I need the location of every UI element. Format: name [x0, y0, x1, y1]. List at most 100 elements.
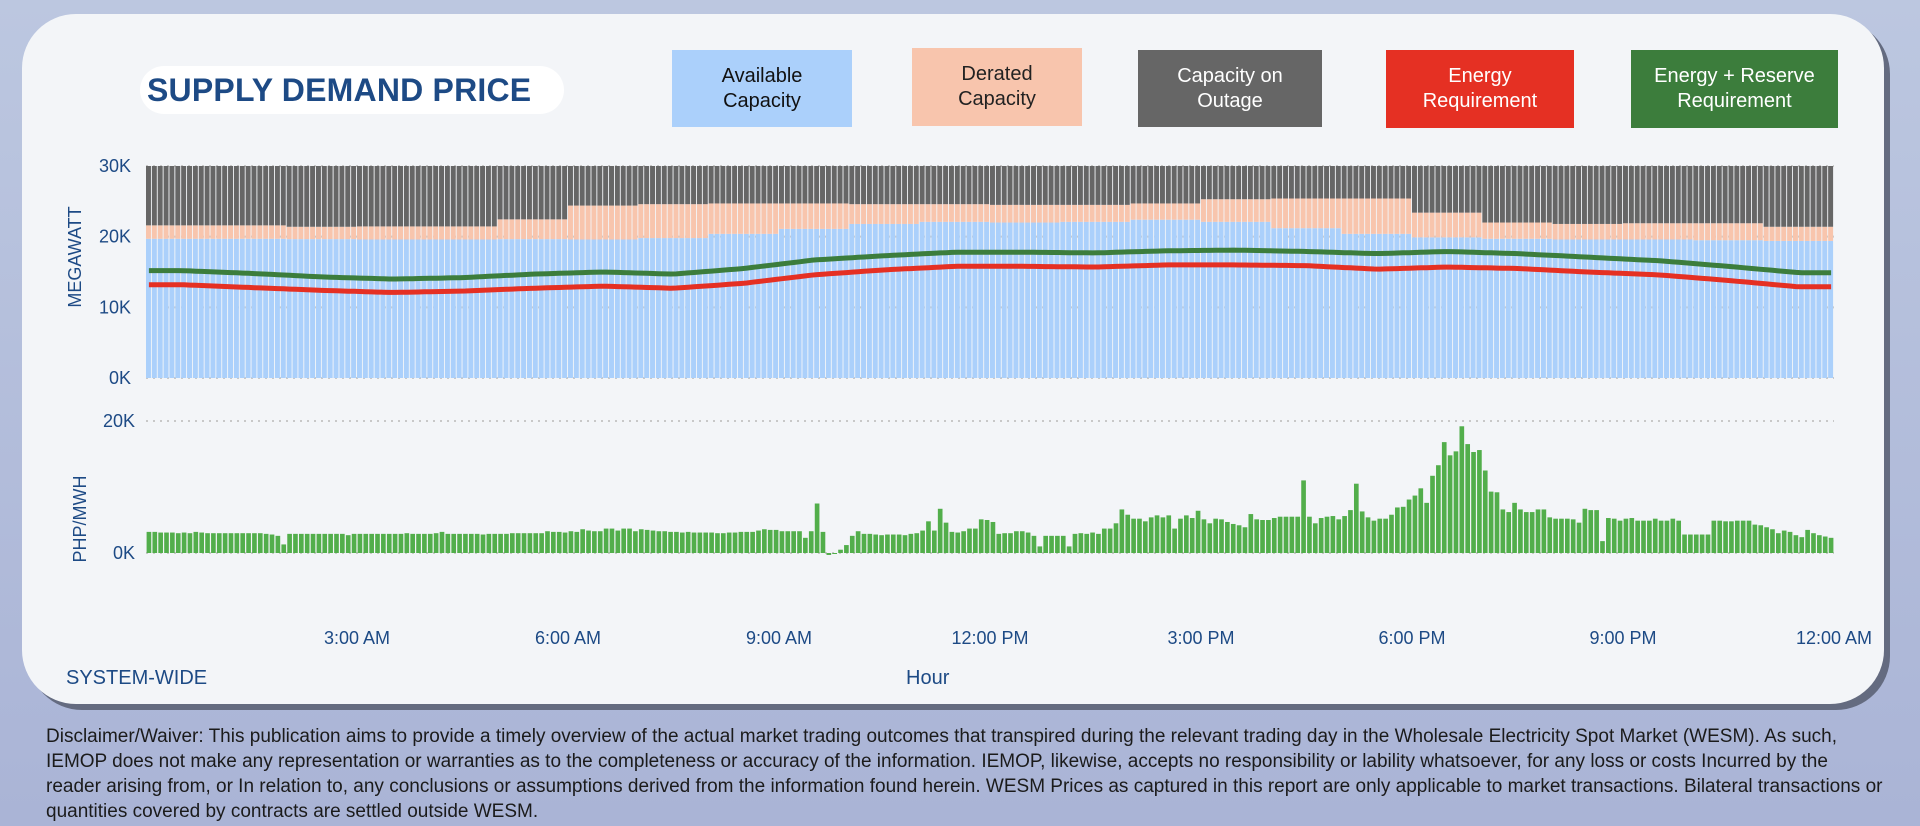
- mw-bar-available-capacity: [1136, 219, 1142, 378]
- mw-bar-capacity-on-outage: [820, 166, 825, 204]
- mw-bar-available-capacity: [1031, 222, 1036, 378]
- price-bar: [1822, 536, 1828, 553]
- mw-bar-available-capacity: [480, 239, 486, 378]
- price-bar: [1400, 506, 1406, 553]
- mw-bar-capacity-on-outage: [1816, 166, 1822, 227]
- mw-bar-derated-capacity: [1646, 223, 1652, 240]
- mw-bar-capacity-on-outage: [954, 166, 960, 205]
- mw-bar-derated-capacity: [1605, 223, 1611, 240]
- mw-bar-capacity-on-outage: [251, 166, 257, 226]
- mw-bar-available-capacity: [556, 239, 562, 378]
- mw-bar-capacity-on-outage: [849, 166, 855, 205]
- mw-bar-capacity-on-outage: [1529, 166, 1535, 223]
- mw-bar-derated-capacity: [245, 225, 251, 239]
- mw-bar-capacity-on-outage: [943, 166, 949, 205]
- mw-bar-derated-capacity: [984, 204, 990, 222]
- mw-bar-derated-capacity: [591, 205, 597, 240]
- mw-bar-capacity-on-outage: [1189, 166, 1195, 204]
- mw-bar-available-capacity: [1394, 233, 1400, 378]
- mw-bar-derated-capacity: [1277, 198, 1283, 229]
- mw-bar-capacity-on-outage: [626, 166, 632, 206]
- mw-bar-derated-capacity: [913, 204, 919, 224]
- mw-bar-capacity-on-outage: [814, 166, 820, 204]
- mw-bar-capacity-on-outage: [1646, 166, 1652, 224]
- mw-bar-available-capacity: [380, 239, 386, 378]
- mw-bar-derated-capacity: [1447, 212, 1453, 238]
- mw-bar-derated-capacity: [667, 204, 673, 239]
- price-bar: [603, 528, 609, 553]
- mw-bar-derated-capacity: [1283, 198, 1289, 229]
- price-bar: [685, 531, 691, 553]
- mw-bar-available-capacity: [1699, 240, 1705, 378]
- mw-bar-capacity-on-outage: [374, 166, 380, 227]
- price-bar: [252, 533, 257, 553]
- price-bar: [334, 533, 339, 553]
- mw-bar-capacity-on-outage: [433, 166, 439, 227]
- mw-bar-available-capacity: [1013, 222, 1019, 378]
- mw-bar-derated-capacity: [157, 225, 163, 239]
- mw-bar-available-capacity: [1077, 221, 1083, 378]
- price-bar: [1260, 520, 1265, 553]
- mw-bar-available-capacity: [228, 238, 234, 378]
- mw-bar-available-capacity: [825, 228, 831, 378]
- mw-bar-capacity-on-outage: [1154, 166, 1160, 204]
- mw-bar-available-capacity: [1540, 238, 1546, 378]
- mw-bar-capacity-on-outage: [1728, 166, 1734, 224]
- price-bar: [498, 533, 503, 553]
- mw-bar-derated-capacity: [1148, 203, 1154, 220]
- mw-bar-capacity-on-outage: [661, 166, 667, 205]
- mw-bar-available-capacity: [1300, 228, 1306, 378]
- mw-bar-available-capacity: [808, 228, 814, 378]
- mw-bar-available-capacity: [216, 238, 222, 378]
- mw-bar-derated-capacity: [1388, 198, 1394, 234]
- mw-bar-capacity-on-outage: [1482, 166, 1488, 223]
- mw-bar-derated-capacity: [603, 205, 609, 240]
- mw-bar-available-capacity: [1118, 221, 1124, 378]
- price-bar: [545, 531, 550, 553]
- mw-bar-derated-capacity: [673, 204, 679, 239]
- mw-bar-derated-capacity: [187, 225, 192, 239]
- mw-bar-derated-capacity: [1599, 223, 1605, 240]
- mw-bar-capacity-on-outage: [1001, 166, 1007, 205]
- price-bar: [1641, 520, 1646, 553]
- price-bar: [1014, 531, 1019, 553]
- mw-bar-available-capacity: [1283, 228, 1289, 378]
- mw-bar-available-capacity: [1382, 233, 1388, 378]
- mw-bar-available-capacity: [1007, 222, 1013, 378]
- mw-bar-derated-capacity: [1769, 226, 1775, 241]
- mw-bar-derated-capacity: [978, 204, 984, 222]
- mw-bar-derated-capacity: [1013, 204, 1019, 223]
- price-bar: [269, 534, 275, 553]
- mw-bar-available-capacity: [1710, 240, 1716, 378]
- mw-bar-derated-capacity: [1716, 223, 1722, 241]
- price-bar: [533, 533, 539, 553]
- mw-bar-derated-capacity: [814, 203, 820, 229]
- mw-bar-available-capacity: [1476, 237, 1482, 378]
- mw-bar-capacity-on-outage: [1253, 166, 1259, 200]
- mw-bar-available-capacity: [837, 228, 843, 378]
- mw-bar-derated-capacity: [357, 226, 362, 240]
- mw-bar-derated-capacity: [1535, 222, 1541, 239]
- mw-bar-capacity-on-outage: [1470, 166, 1476, 213]
- mw-bar-capacity-on-outage: [1159, 166, 1165, 204]
- mw-bar-available-capacity: [374, 239, 380, 378]
- mw-bar-capacity-on-outage: [562, 166, 568, 220]
- mw-bar-available-capacity: [1148, 219, 1154, 378]
- price-bar: [931, 530, 937, 553]
- price-bar: [855, 531, 861, 553]
- mw-bar-derated-capacity: [1183, 203, 1189, 220]
- mw-bar-derated-capacity: [1482, 222, 1488, 239]
- mw-bar-capacity-on-outage: [591, 166, 597, 206]
- mw-bar-derated-capacity: [1652, 223, 1658, 240]
- mw-bar-capacity-on-outage: [269, 166, 275, 226]
- region-label: SYSTEM-WIDE: [66, 667, 208, 689]
- mw-bar-available-capacity: [1417, 237, 1423, 378]
- mw-bar-available-capacity: [1036, 222, 1042, 378]
- mw-bar-capacity-on-outage: [380, 166, 386, 227]
- price-bar: [1113, 523, 1119, 553]
- price-bar: [656, 531, 662, 553]
- mw-bar-derated-capacity: [948, 204, 954, 222]
- mw-bar-derated-capacity: [907, 204, 913, 224]
- mw-bar-capacity-on-outage: [1036, 166, 1042, 205]
- mw-bar-available-capacity: [550, 239, 556, 378]
